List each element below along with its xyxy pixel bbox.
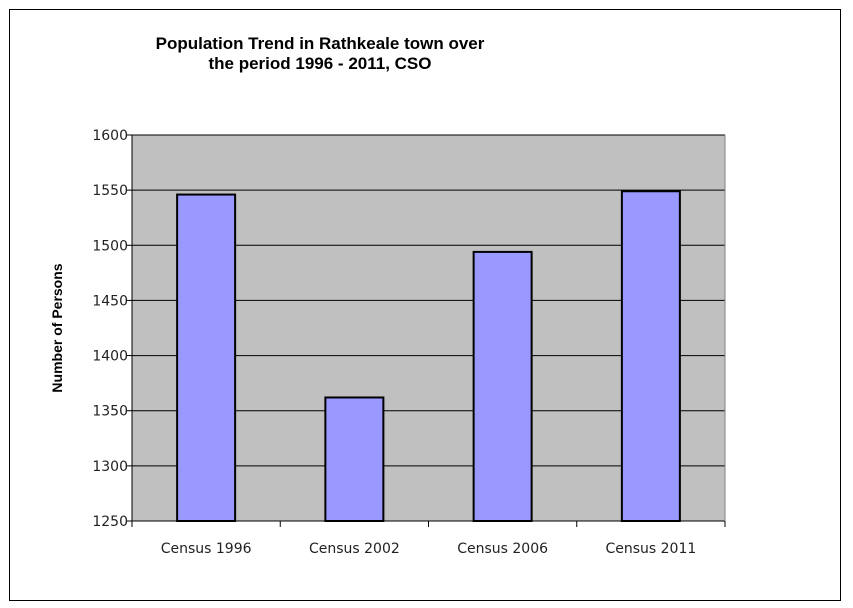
axes <box>127 134 726 527</box>
y-tick-label: 1600 <box>92 128 128 144</box>
chart-title-line-2: the period 1996 - 2011, CSO <box>208 54 432 73</box>
bar <box>620 190 681 522</box>
y-tick-label: 1300 <box>92 459 128 475</box>
bar <box>472 250 533 522</box>
y-tick-label: 1250 <box>92 514 128 530</box>
y-tick-label: 1350 <box>92 404 128 420</box>
chart-title: Population Trend in Rathkeale town over … <box>100 34 540 74</box>
y-tick-label: 1400 <box>92 349 128 365</box>
bar <box>324 396 385 523</box>
y-tick-label: 1550 <box>92 183 128 199</box>
chart-title-line-1: Population Trend in Rathkeale town over <box>155 34 485 53</box>
y-tick-label: 1450 <box>92 293 128 309</box>
bars <box>176 190 681 523</box>
x-tick-label: Census 1996 <box>161 541 252 557</box>
x-tick-label: Census 2006 <box>457 541 548 557</box>
x-tick-label: Census 2011 <box>605 541 696 557</box>
x-tick-labels: Census 1996 Census 2002 Census 2006 Census … <box>161 541 697 557</box>
y-tick-labels: 1250 1300 1350 1400 1450 1500 1550 1600 <box>92 128 128 530</box>
bar <box>176 193 237 522</box>
y-axis-label: Number of Persons <box>49 263 65 392</box>
y-tick-label: 1500 <box>92 238 128 254</box>
x-tick-label: Census 2002 <box>309 541 400 557</box>
